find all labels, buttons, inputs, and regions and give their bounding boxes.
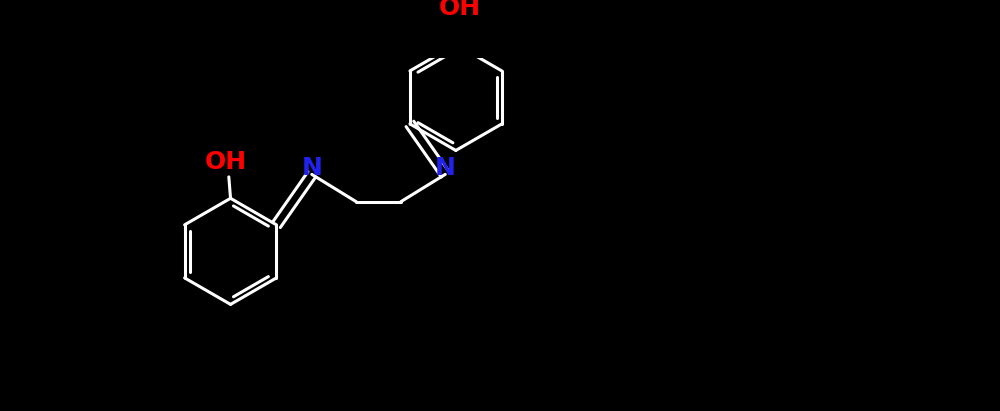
- Text: N: N: [301, 157, 322, 180]
- Text: N: N: [435, 157, 456, 180]
- Text: OH: OH: [205, 150, 247, 174]
- Text: OH: OH: [439, 0, 481, 21]
